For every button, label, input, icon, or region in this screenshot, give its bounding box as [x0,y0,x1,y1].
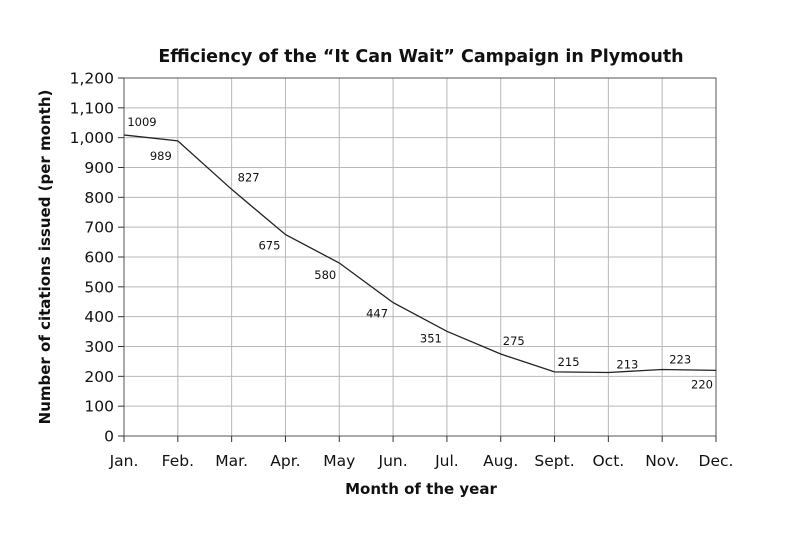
data-label: 675 [258,239,280,253]
chart-title: Efficiency of the “It Can Wait” Campaign… [158,47,683,67]
x-tick-label: Apr. [270,452,300,470]
y-tick-label: 500 [84,278,114,296]
x-tick-label: Jan. [109,452,139,470]
x-tick-label: Sept. [534,452,574,470]
data-label: 989 [150,149,172,163]
x-tick-label: Jul. [434,452,459,470]
y-tick-label: 900 [84,159,114,177]
data-label: 1009 [127,115,156,129]
y-tick-label: 200 [84,368,114,386]
data-label: 275 [503,334,525,348]
gridlines [124,78,716,436]
y-tick-label: 800 [84,189,114,207]
x-tick-label: May [323,452,355,470]
data-label: 220 [691,377,713,391]
data-label: 827 [238,170,260,184]
y-tick-label: 1,000 [70,129,114,147]
data-label: 215 [558,355,580,369]
y-axis-ticks: 0 100 200 300 400 500 600 700 800 900 1,000 1,100 1,… [70,70,124,446]
y-tick-label: 400 [84,308,114,326]
x-tick-label: Jun. [378,452,408,470]
data-label: 223 [669,352,691,366]
y-tick-label: 1,200 [70,70,114,88]
y-axis-label: Number of citations issued (per month) [36,90,54,425]
x-tick-label: Aug. [483,452,518,470]
y-tick-label: 600 [84,249,114,267]
x-tick-label: Oct. [592,452,624,470]
data-label: 580 [314,268,336,282]
y-tick-label: 300 [84,338,114,356]
y-tick-label: 100 [84,398,114,416]
x-axis-ticks: Jan. Feb. Mar. Apr. May Jun. Jul. Aug. Sept. Oct.… [109,436,734,470]
data-label: 213 [616,357,638,371]
data-label: 351 [420,331,442,345]
x-axis-label: Month of the year [345,480,497,498]
y-tick-label: 0 [104,428,114,446]
data-label: 447 [366,307,388,321]
x-tick-label: Nov. [645,452,679,470]
series-line [123,134,717,374]
y-tick-label: 1,100 [70,99,114,117]
x-tick-label: Dec. [699,452,734,470]
x-tick-label: Mar. [215,452,248,470]
x-tick-label: Feb. [162,452,194,470]
y-tick-label: 700 [84,219,114,237]
